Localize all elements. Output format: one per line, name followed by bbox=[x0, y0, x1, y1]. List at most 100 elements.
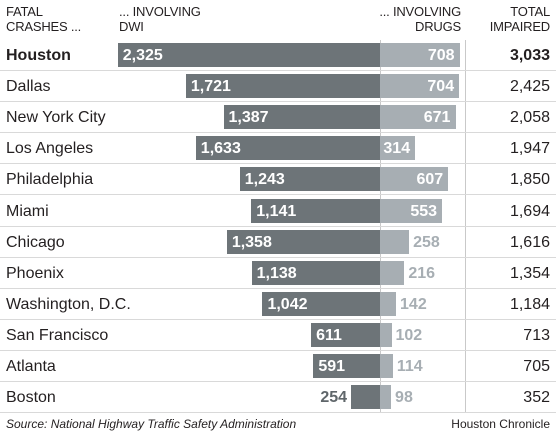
drugs-bar-new-york-city bbox=[380, 105, 456, 130]
row-separator bbox=[0, 163, 556, 165]
row-separator bbox=[0, 412, 556, 414]
city-header-line-1: FATAL bbox=[6, 4, 43, 19]
dwi-bar-san-francisco bbox=[311, 322, 380, 347]
city-column-header: FATAL CRASHES ... bbox=[6, 4, 116, 34]
drugs-bar-chicago bbox=[380, 229, 410, 254]
dwi-value-dallas: 1,721 bbox=[190, 78, 231, 96]
drugs-value-phoenix: 216 bbox=[408, 264, 436, 282]
total-value-new-york-city: 2,058 bbox=[509, 109, 550, 127]
dwi-bar-washington-d-c bbox=[262, 291, 380, 316]
row-houston: Houston 2,325 708 3,033 bbox=[0, 40, 556, 71]
dwi-value-boston: 254 bbox=[320, 389, 348, 407]
dwi-bar-houston bbox=[117, 43, 380, 67]
drugs-bar-san-francisco bbox=[380, 322, 392, 347]
drugs-header-line-2: DRUGS bbox=[415, 19, 461, 34]
drugs-bar-los-angeles bbox=[380, 136, 416, 161]
city-label-phoenix: Phoenix bbox=[6, 264, 64, 282]
total-value-miami: 1,694 bbox=[509, 202, 550, 220]
city-header-line-2: CRASHES ... bbox=[6, 19, 82, 34]
drugs-bar-houston bbox=[380, 43, 460, 67]
source-note: Source: National Highway Traffic Safety … bbox=[6, 417, 297, 431]
row-atlanta: Atlanta 591 114 705 bbox=[0, 351, 556, 382]
total-value-atlanta: 705 bbox=[523, 358, 550, 375]
row-new-york-city: New York City 1,387 671 2,058 bbox=[0, 102, 556, 134]
drugs-bar-philadelphia bbox=[380, 167, 449, 192]
row-boston: Boston 254 98 352 bbox=[0, 382, 556, 414]
dwi-bar-new-york-city bbox=[223, 105, 380, 130]
drugs-value-new-york-city: 671 bbox=[423, 109, 451, 127]
row-separator bbox=[0, 225, 556, 227]
row-philadelphia: Philadelphia 1,243 607 1,850 bbox=[0, 164, 556, 196]
row-separator bbox=[0, 132, 556, 134]
total-value-houston: 3,033 bbox=[509, 47, 550, 64]
drugs-value-dallas: 704 bbox=[427, 78, 455, 96]
drugs-column-header: ... INVOLVING DRUGS bbox=[330, 4, 461, 34]
row-separator bbox=[0, 381, 556, 382]
total-value-phoenix: 1,354 bbox=[509, 264, 550, 282]
dwi-value-atlanta: 591 bbox=[318, 358, 346, 375]
drugs-bar-phoenix bbox=[380, 260, 405, 285]
dwi-value-houston: 2,325 bbox=[122, 47, 163, 64]
city-label-dallas: Dallas bbox=[6, 78, 51, 96]
row-separator bbox=[0, 318, 556, 320]
dwi-header-line-2: DWI bbox=[119, 19, 144, 34]
row-miami: Miami 1,141 553 1,694 bbox=[0, 196, 556, 227]
dwi-header-line-1: ... INVOLVING bbox=[119, 4, 201, 19]
total-value-philadelphia: 1,850 bbox=[509, 171, 550, 189]
row-los-angeles: Los Angeles 1,633 314 1,947 bbox=[0, 133, 556, 165]
total-value-washington-d-c: 1,184 bbox=[509, 295, 550, 313]
row-san-francisco: San Francisco 611 102 713 bbox=[0, 320, 556, 351]
drugs-value-washington-d-c: 142 bbox=[400, 295, 427, 313]
drugs-value-chicago: 258 bbox=[413, 233, 440, 251]
drugs-value-houston: 708 bbox=[427, 47, 455, 64]
row-separator bbox=[0, 287, 556, 289]
dwi-bar-miami bbox=[251, 198, 380, 223]
dwi-column-header: ... INVOLVING DWI bbox=[119, 4, 259, 34]
drugs-bar-boston bbox=[380, 385, 392, 410]
city-label-new-york-city: New York City bbox=[6, 109, 106, 127]
dwi-value-san-francisco: 611 bbox=[316, 326, 342, 344]
total-value-san-francisco: 713 bbox=[523, 326, 550, 344]
row-dallas: Dallas 1,721 704 2,425 bbox=[0, 71, 556, 103]
drugs-value-los-angeles: 314 bbox=[383, 140, 411, 158]
total-value-los-angeles: 1,947 bbox=[509, 140, 550, 158]
dwi-bar-los-angeles bbox=[195, 136, 380, 161]
total-column-header: TOTAL IMPAIRED bbox=[466, 4, 550, 34]
row-separator bbox=[0, 256, 556, 258]
row-separator bbox=[0, 70, 556, 71]
city-label-chicago: Chicago bbox=[6, 233, 65, 251]
drugs-value-miami: 553 bbox=[410, 202, 438, 220]
row-chicago: Chicago 1,358 258 1,616 bbox=[0, 227, 556, 258]
dwi-bar-boston bbox=[351, 385, 380, 410]
city-label-atlanta: Atlanta bbox=[6, 358, 56, 375]
dwi-bar-philadelphia bbox=[239, 167, 380, 192]
row-separator bbox=[0, 101, 556, 103]
dwi-value-washington-d-c: 1,042 bbox=[267, 295, 308, 313]
drugs-value-philadelphia: 607 bbox=[416, 171, 444, 189]
drugs-value-san-francisco: 102 bbox=[395, 326, 423, 344]
total-value-chicago: 1,616 bbox=[509, 233, 550, 251]
city-label-miami: Miami bbox=[6, 202, 49, 220]
drugs-header-line-1: ... INVOLVING bbox=[379, 4, 461, 19]
city-label-houston: Houston bbox=[6, 47, 71, 64]
drugs-value-boston: 98 bbox=[395, 389, 413, 407]
total-header-line-1: TOTAL bbox=[510, 4, 550, 19]
row-separator bbox=[0, 194, 556, 196]
credit-line: Houston Chronicle bbox=[451, 417, 550, 431]
dwi-bar-chicago bbox=[226, 229, 380, 254]
city-label-san-francisco: San Francisco bbox=[6, 326, 109, 344]
city-label-boston: Boston bbox=[6, 389, 56, 407]
total-value-dallas: 2,425 bbox=[509, 78, 550, 96]
dwi-value-phoenix: 1,138 bbox=[256, 264, 297, 282]
dwi-value-philadelphia: 1,243 bbox=[244, 171, 285, 189]
dwi-bar-phoenix bbox=[251, 260, 380, 285]
dwi-bar-atlanta bbox=[313, 354, 380, 378]
dwi-value-miami: 1,141 bbox=[256, 202, 297, 220]
dwi-value-new-york-city: 1,387 bbox=[228, 109, 269, 127]
drugs-value-atlanta: 114 bbox=[396, 358, 423, 375]
city-label-philadelphia: Philadelphia bbox=[6, 171, 94, 189]
drugs-bar-washington-d-c bbox=[380, 291, 397, 316]
drugs-bar-atlanta bbox=[380, 354, 393, 378]
city-label-washington-d-c: Washington, D.C. bbox=[6, 295, 131, 313]
total-value-boston: 352 bbox=[523, 389, 550, 407]
